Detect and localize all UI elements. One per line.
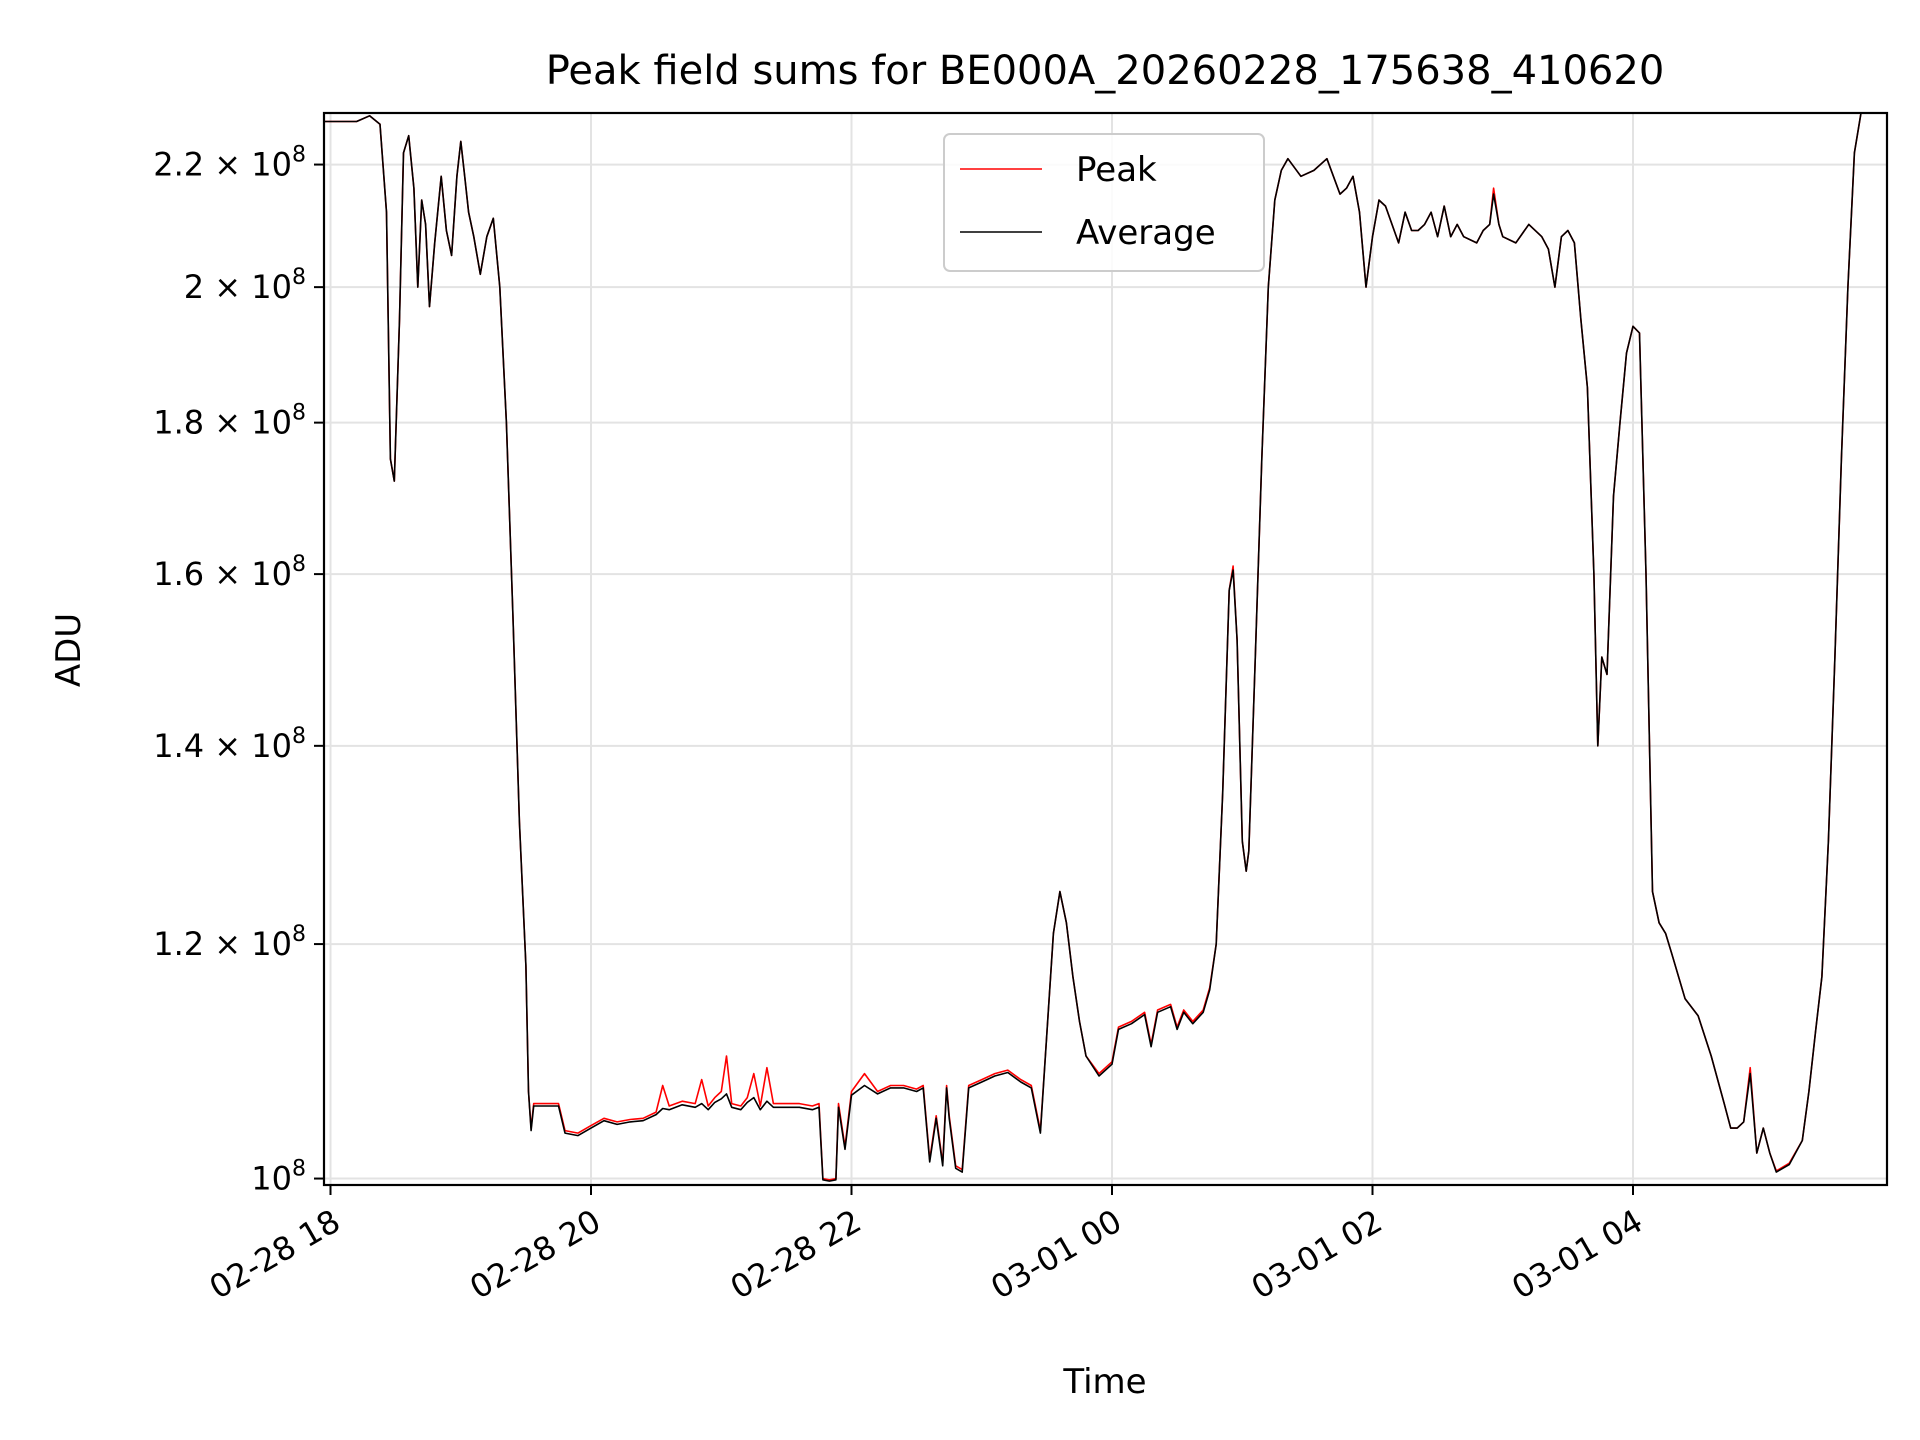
series-line-average — [324, 112, 1887, 1182]
grid — [324, 113, 1887, 1185]
y-tick-label: 108 — [251, 1157, 306, 1198]
y-axis: 108 1.2 × 108 1.4 × 108 1.6 × 108 1.8 × 108 2… — [153, 143, 324, 1198]
series-lines — [324, 112, 1887, 1182]
y-tick-label: 1.4 × 108 — [153, 724, 306, 765]
chart-title: Peak field sums for BE000A_20260228_1756… — [546, 48, 1665, 94]
y-tick-label: 2 × 108 — [184, 265, 306, 306]
y-axis-title: ADU — [49, 613, 89, 687]
legend: Peak Average — [943, 133, 1265, 272]
y-tick-label: 1.6 × 108 — [153, 552, 306, 593]
y-tick-label: 1.2 × 108 — [153, 922, 306, 963]
legend-label-average: Average — [1076, 213, 1216, 253]
plot-frame — [322, 111, 1889, 1187]
y-tick-label: 1.8 × 108 — [153, 401, 306, 442]
y-tick-label: 2.2 × 108 — [153, 143, 306, 184]
legend-label-peak: Peak — [1076, 150, 1157, 190]
x-axis-title: Time — [1062, 1362, 1146, 1402]
